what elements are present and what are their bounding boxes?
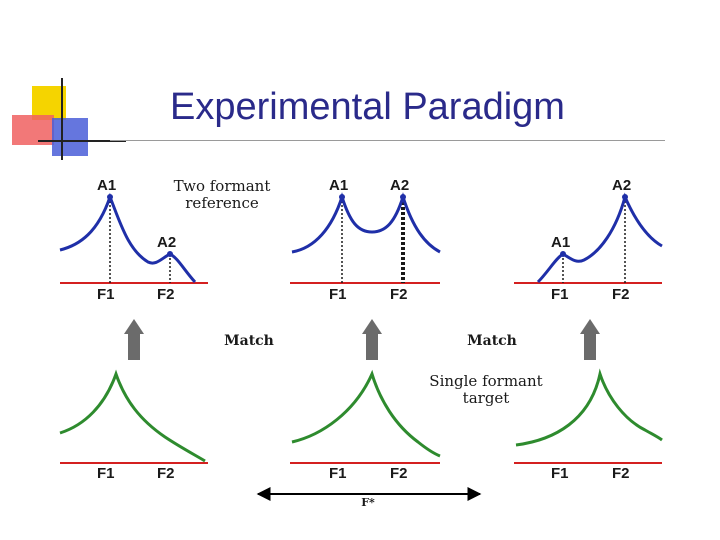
corner-horizontal-line <box>38 140 126 142</box>
match-label-1: Match <box>224 333 274 349</box>
reference-panel-1: A1 A2 F1 F2 <box>59 177 208 303</box>
reference-spectrum-curve <box>536 192 663 284</box>
fstar-label: F* <box>361 496 375 509</box>
target-panel-2: F1 F2 <box>290 369 441 482</box>
peak-label-a1: A1 <box>97 177 116 194</box>
axis-label-f2: F2 <box>612 286 630 303</box>
corner-blue-square <box>52 118 88 156</box>
axis-label-f1: F1 <box>551 286 569 303</box>
up-arrow-3 <box>580 319 600 360</box>
peak-a2-dot <box>622 194 628 200</box>
target-spectrum-curve <box>291 369 441 458</box>
title-rule <box>110 140 665 141</box>
reference-note-line2: reference <box>185 194 259 212</box>
reference-note-line1: Two formant <box>174 177 271 195</box>
target-panel-1: F1 F2 <box>59 369 208 482</box>
axis-label-f1: F1 <box>329 465 347 482</box>
axis-label-f1: F1 <box>97 465 115 482</box>
corner-vertical-line <box>61 78 63 160</box>
peak-label-a1: A1 <box>551 234 570 251</box>
reference-panel-3: A1 A2 F1 F2 <box>514 177 663 303</box>
reference-panel-2: A1 A2 F1 F2 <box>290 177 441 303</box>
axis-label-f1: F1 <box>551 465 569 482</box>
axis-label-f1: F1 <box>329 286 347 303</box>
target-note-line2: target <box>463 389 510 407</box>
peak-label-a2: A2 <box>390 177 409 194</box>
axis-label-f2: F2 <box>157 465 175 482</box>
up-arrow-1 <box>124 319 144 360</box>
peak-label-a2: A2 <box>612 177 631 194</box>
reference-spectrum-curve <box>59 192 197 284</box>
target-spectrum-curve <box>59 369 206 463</box>
slide-title: Experimental Paradigm <box>170 86 565 128</box>
axis-label-f2: F2 <box>157 286 175 303</box>
peak-label-a2: A2 <box>157 234 176 251</box>
target-note-line1: Single formant <box>429 372 542 390</box>
peak-label-a1: A1 <box>329 177 348 194</box>
target-panel-3: F1 F2 <box>514 368 663 482</box>
corner-yellow-square <box>32 86 66 120</box>
peak-a1-dot <box>560 251 566 257</box>
match-label-2: Match <box>467 333 517 349</box>
axis-label-f2: F2 <box>390 465 408 482</box>
axis-label-f1: F1 <box>97 286 115 303</box>
peak-a1-dot <box>107 194 113 200</box>
peak-a1-dot <box>339 194 345 200</box>
peak-a2-dot <box>400 194 406 200</box>
reference-spectrum-curve <box>291 192 441 254</box>
axis-label-f2: F2 <box>612 465 630 482</box>
peak-a2-dot <box>167 251 173 257</box>
axis-label-f2: F2 <box>390 286 408 303</box>
up-arrow-2 <box>362 319 382 360</box>
target-spectrum-curve <box>515 368 663 447</box>
